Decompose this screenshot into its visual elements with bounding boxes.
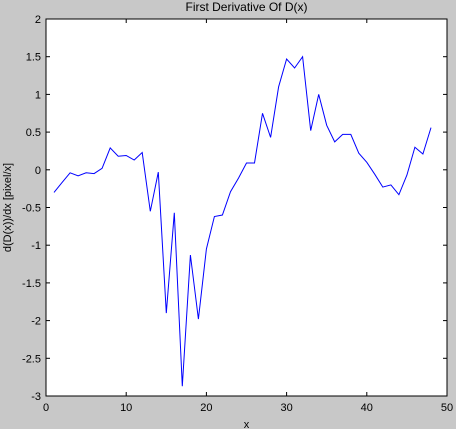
x-tick-label: 30 [280,402,292,414]
x-tick-label: 0 [43,402,49,414]
y-tick-label: 1.5 [26,52,41,64]
tick-label-group: 0 10 20 30 40 50 2 1.5 1 0.5 0 -0.5 -1 -1.5 -2 -2.5 -3 [22,14,453,414]
x-tick-label: 10 [120,402,132,414]
y-tick-label: -3 [31,391,41,403]
y-tick-label: -0.5 [22,203,41,215]
x-tick-label: 40 [361,402,373,414]
y-tick-label: -1 [31,240,41,252]
x-tick-label: 50 [441,402,453,414]
y-axis-label: d(D(x))/dx [pixel/x] [2,163,14,252]
y-tick-label: 1 [35,89,41,101]
y-tick-label: 0.5 [26,127,41,139]
y-tick-label: 0 [35,165,41,177]
y-tick-label: -2.5 [22,353,41,365]
chart-title: First Derivative Of D(x) [185,0,307,14]
y-tick-label: 2 [35,14,41,26]
x-tick-label: 20 [200,402,212,414]
y-tick-label: -2 [31,316,41,328]
axes-frame [45,18,448,397]
x-axis-label: x [244,419,250,429]
axes-background [46,19,447,396]
series-line [53,55,432,387]
y-tick-label: -1.5 [22,278,41,290]
